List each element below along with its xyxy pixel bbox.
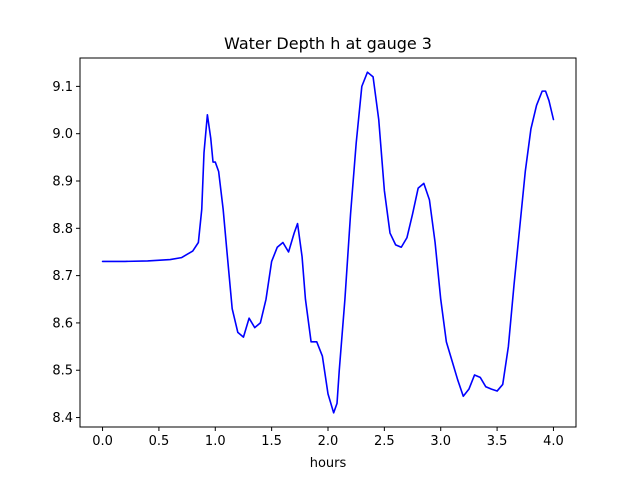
plot-frame bbox=[79, 57, 577, 428]
series-line-0 bbox=[101, 71, 555, 414]
y-tick-label: 8.6 bbox=[52, 316, 73, 331]
y-tick-label: 9.0 bbox=[52, 127, 73, 142]
x-tick-label: 3.0 bbox=[430, 434, 451, 449]
x-axis-label: hours bbox=[310, 456, 347, 471]
y-tick-label: 9.1 bbox=[52, 80, 73, 95]
x-tick-label: 4.0 bbox=[543, 434, 564, 449]
x-tick-label: 0.0 bbox=[92, 434, 113, 449]
x-tick-label: 1.0 bbox=[205, 434, 226, 449]
chart-title: Water Depth h at gauge 3 bbox=[224, 34, 432, 53]
y-tick-label: 8.8 bbox=[52, 222, 73, 237]
x-tick-label: 2.0 bbox=[318, 434, 339, 449]
y-tick-label: 8.7 bbox=[52, 269, 73, 284]
plot-area: 0.0 0.5 1.0 1.5 2.0 2.5 3.0 3.5 4.0 8.4 8.5 8.6 8.7 8… bbox=[52, 57, 577, 449]
y-tick-label: 8.5 bbox=[52, 364, 73, 379]
x-tick-label: 0.5 bbox=[149, 434, 170, 449]
x-tick-label: 2.5 bbox=[374, 434, 395, 449]
x-tick-label: 3.5 bbox=[487, 434, 508, 449]
y-tick-label: 8.9 bbox=[52, 175, 73, 190]
x-tick-label: 1.5 bbox=[261, 434, 282, 449]
y-tick-label: 8.4 bbox=[52, 411, 73, 426]
